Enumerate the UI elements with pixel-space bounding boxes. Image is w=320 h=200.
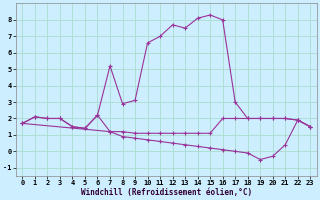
X-axis label: Windchill (Refroidissement éolien,°C): Windchill (Refroidissement éolien,°C): [81, 188, 252, 197]
